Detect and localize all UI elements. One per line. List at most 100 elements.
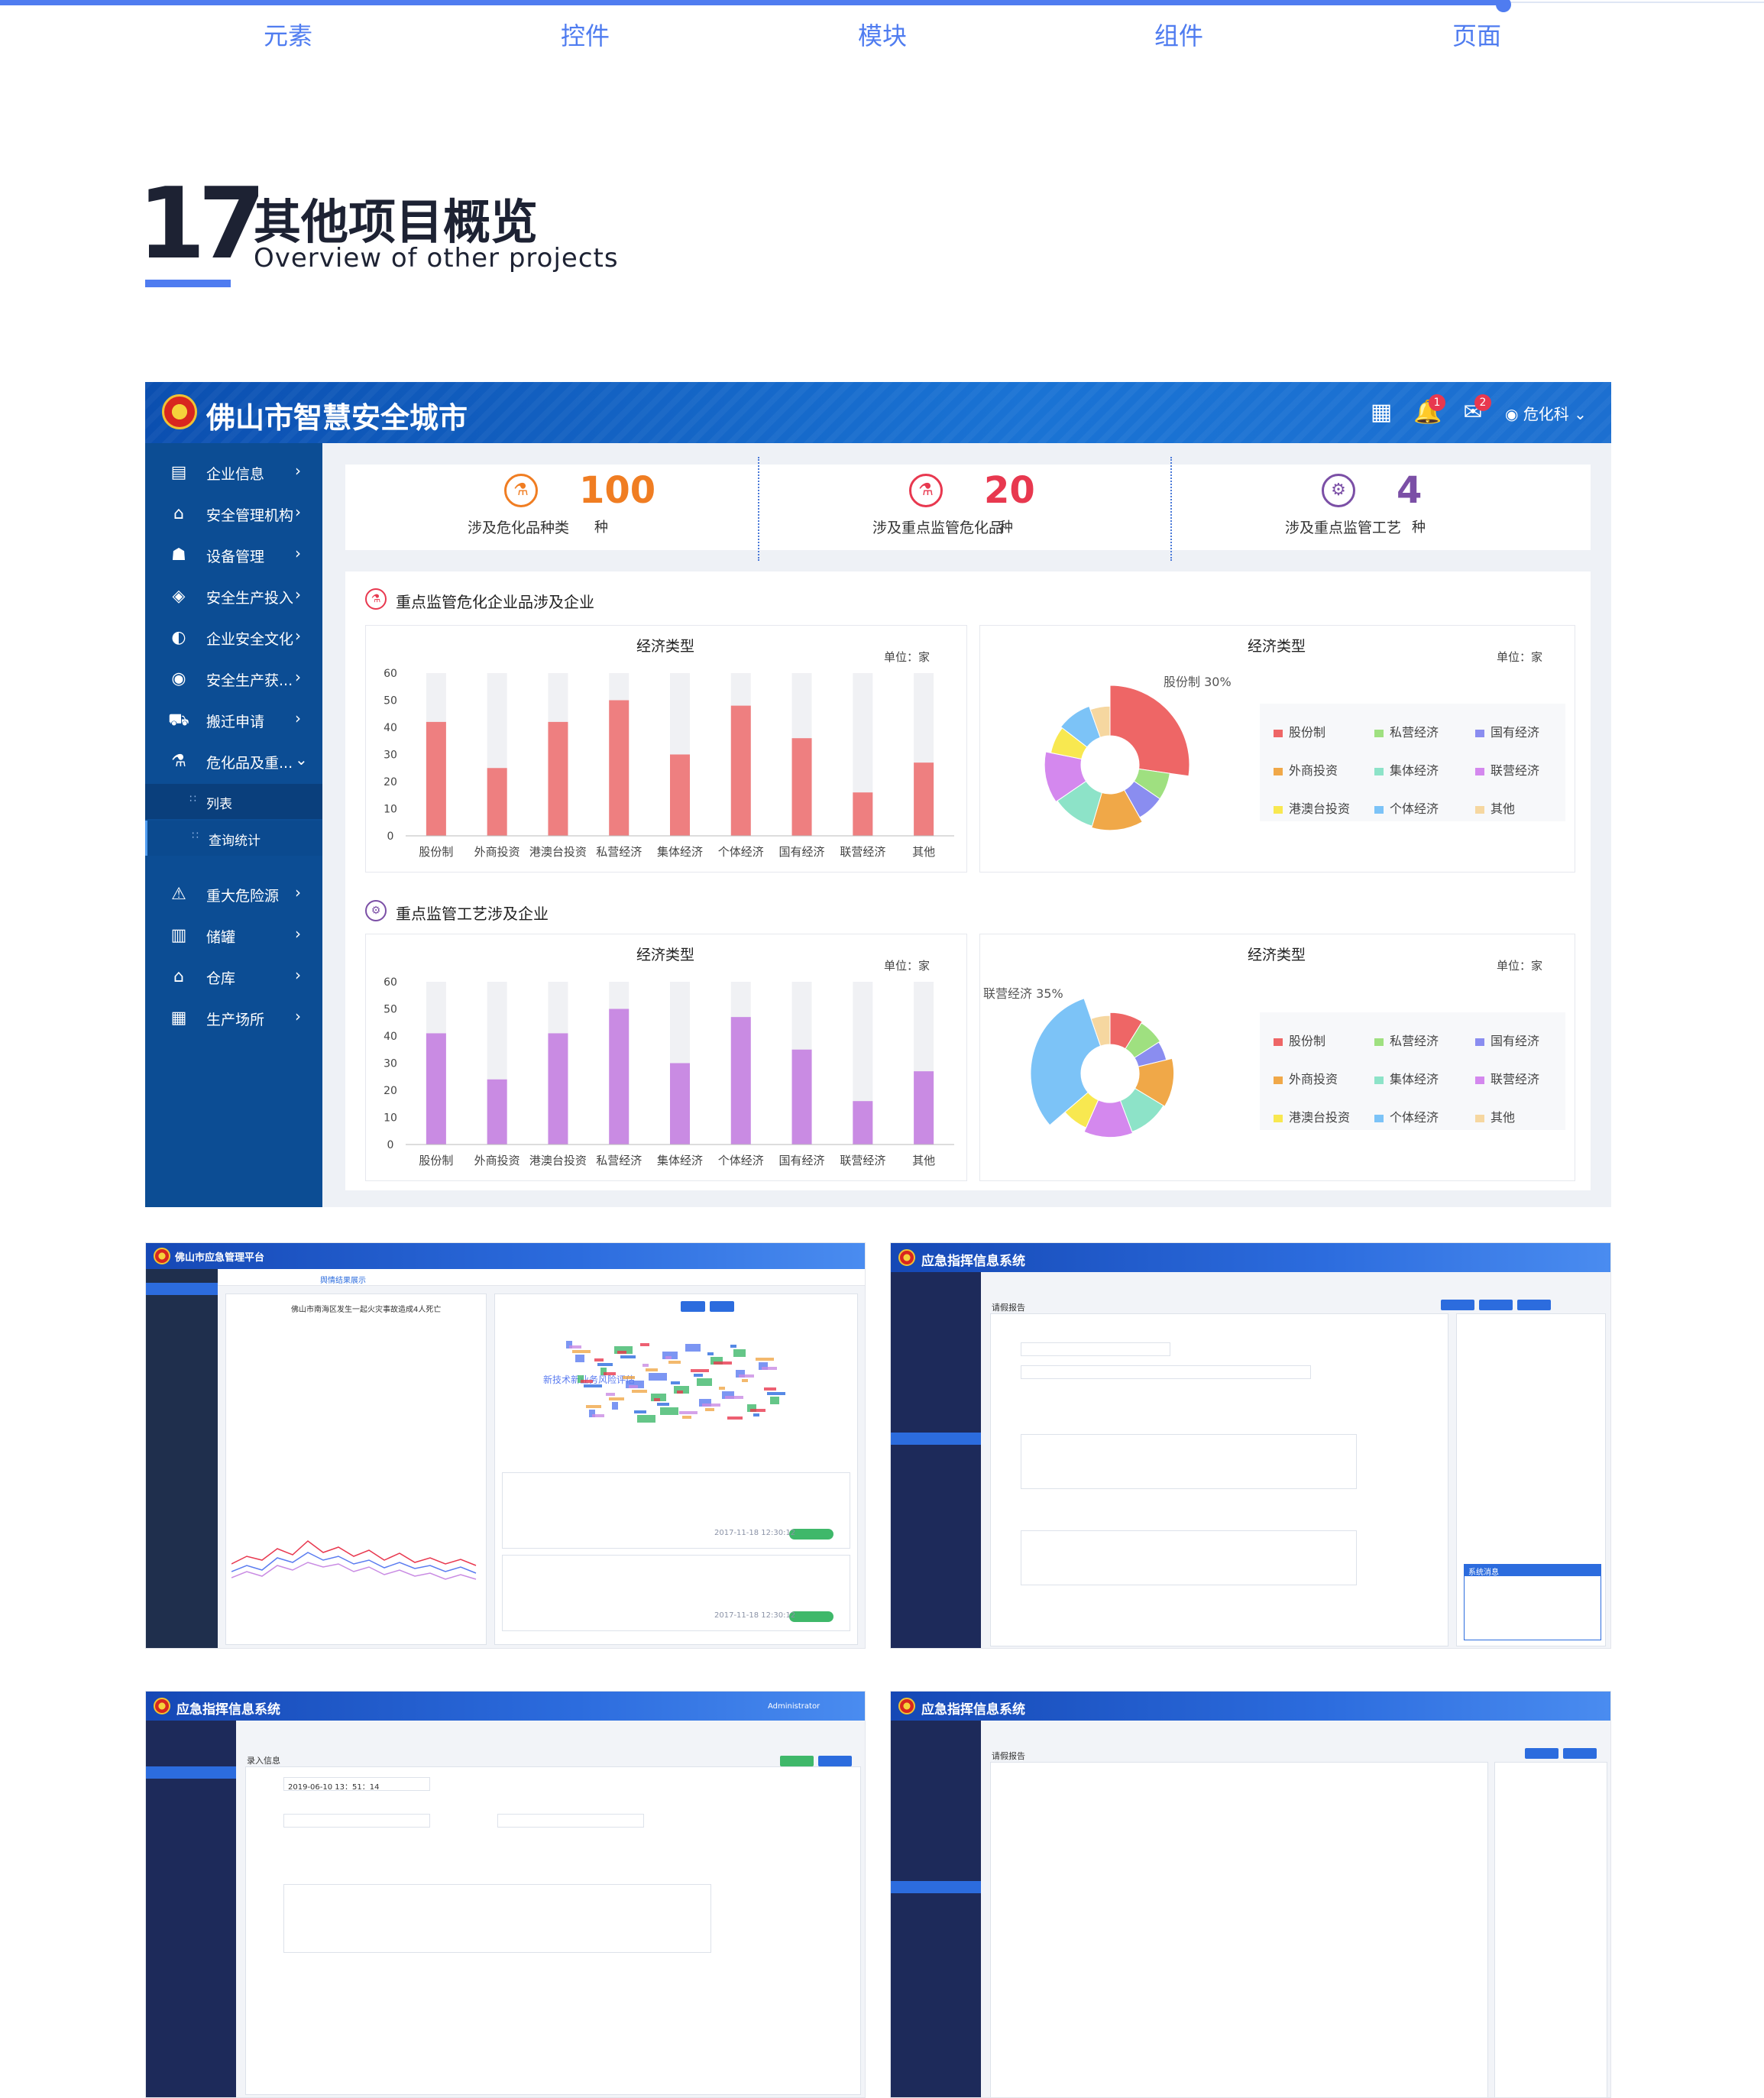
sidebar-item[interactable]: ▥ 储罐 › (145, 915, 322, 957)
bar[interactable] (853, 1101, 873, 1145)
sidebar-item[interactable]: ⚗ 危化品及重... ⌄ (145, 741, 322, 782)
sidebar-item-label: 安全生产投入 (206, 590, 294, 607)
sidebar-subitem[interactable]: ∷ 列表 (145, 784, 322, 819)
sidebar-item[interactable]: ◐ 企业安全文化 › (145, 617, 322, 659)
legend-swatch (1374, 1076, 1384, 1084)
sidebar-item[interactable]: ⌂ 仓库 › (145, 957, 322, 998)
bar[interactable] (791, 1049, 812, 1145)
chart-title: 经济类型 (1248, 638, 1306, 655)
legend-item[interactable]: 个体经济 (1374, 1107, 1439, 1125)
input[interactable] (497, 1814, 644, 1828)
bar[interactable] (487, 1079, 507, 1145)
legend-item[interactable]: 国有经济 (1475, 1031, 1539, 1049)
word-token (657, 1403, 669, 1406)
bar[interactable] (548, 1033, 568, 1145)
legend-item[interactable]: 联营经济 (1475, 1069, 1539, 1087)
word-token (578, 1375, 584, 1383)
user-menu[interactable]: ◉ 危化科 ⌄ (1505, 402, 1587, 424)
legend-item[interactable]: 集体经济 (1374, 1069, 1439, 1087)
sidebar-item[interactable]: ◈ 安全生产投入 › (145, 576, 322, 617)
nav-modules[interactable]: 模块 (857, 21, 907, 50)
sidebar-subitem-label: 列表 (206, 797, 232, 812)
legend-item[interactable]: 私营经济 (1374, 722, 1439, 740)
legend-item[interactable]: 港澳台投资 (1274, 798, 1350, 817)
bar[interactable] (609, 1009, 630, 1145)
legend-item[interactable]: 股份制 (1274, 722, 1325, 740)
bar[interactable] (609, 700, 630, 837)
generate-button[interactable] (780, 1756, 814, 1766)
legend-item[interactable]: 港澳台投资 (1274, 1107, 1350, 1125)
bar[interactable] (426, 1033, 446, 1145)
textarea[interactable] (283, 1884, 711, 1953)
legend-item[interactable]: 股份制 (1274, 1031, 1325, 1049)
date-input[interactable] (283, 1777, 430, 1791)
save-button[interactable] (818, 1756, 852, 1766)
notification-badge: 1 (1429, 394, 1445, 411)
bar[interactable] (670, 1063, 690, 1145)
legend-swatch (1374, 767, 1384, 775)
legend-item[interactable]: 其他 (1475, 798, 1515, 817)
pie-slice[interactable] (1044, 751, 1087, 803)
nav-components[interactable]: 组件 (1154, 21, 1203, 50)
pie-slice[interactable] (1109, 685, 1190, 777)
pie-slice[interactable] (1083, 1099, 1134, 1138)
textarea[interactable] (1021, 1434, 1357, 1489)
word-token (742, 1379, 748, 1382)
bar[interactable] (791, 738, 812, 836)
legend-item[interactable]: 私营经济 (1374, 1031, 1439, 1049)
legend-item[interactable]: 外商投资 (1274, 1069, 1338, 1087)
sidebar-item[interactable]: ◉ 安全生产获... › (145, 659, 322, 700)
word-token (710, 1357, 723, 1365)
bar[interactable] (487, 768, 507, 836)
input[interactable] (1021, 1365, 1311, 1379)
sidebar-subitem[interactable]: ∷ 查询统计 (145, 821, 322, 856)
upload-button[interactable] (1563, 1748, 1597, 1759)
ok-button[interactable] (681, 1301, 705, 1312)
nav-controls[interactable]: 控件 (560, 21, 610, 50)
bar[interactable] (853, 792, 873, 836)
input[interactable] (1021, 1342, 1170, 1356)
bar[interactable] (548, 721, 568, 836)
sidebar-item[interactable]: ⌂ 安全管理机构 › (145, 494, 322, 535)
thumb-user[interactable]: Administrator (768, 1702, 821, 1711)
upload-button[interactable] (1517, 1300, 1551, 1310)
textarea[interactable] (1021, 1530, 1357, 1585)
sidebar-item[interactable]: ⛟ 搬迁申请 › (145, 700, 322, 741)
bar[interactable] (730, 705, 751, 836)
bar[interactable] (426, 721, 446, 836)
cancel-button[interactable] (710, 1301, 734, 1312)
bar[interactable] (730, 1017, 751, 1145)
edit-button[interactable] (1525, 1748, 1558, 1759)
sidebar-item[interactable]: ▦ 生产场所 › (145, 998, 322, 1039)
bar[interactable] (914, 762, 934, 836)
bar[interactable] (670, 754, 690, 837)
apps-grid-icon[interactable]: ▦ (1370, 399, 1393, 426)
legend-item[interactable]: 集体经济 (1374, 760, 1439, 779)
edit-button[interactable] (1479, 1300, 1513, 1310)
pie-slice[interactable] (1089, 705, 1111, 738)
chevron-right-icon: › (295, 503, 301, 521)
legend-label: 其他 (1490, 1110, 1516, 1125)
word-token (722, 1391, 734, 1399)
sidebar-item[interactable]: ▤ 企业信息 › (145, 452, 322, 494)
pie-slice[interactable] (1060, 705, 1101, 748)
relevance-badge (789, 1611, 833, 1622)
legend-item[interactable]: 外商投资 (1274, 760, 1338, 779)
nav-pages[interactable]: 页面 (1452, 21, 1501, 50)
tab-active[interactable]: 舆情结果展示 (320, 1277, 366, 1285)
pie-slice[interactable] (1090, 1015, 1111, 1047)
legend-item[interactable]: 联营经济 (1475, 760, 1539, 779)
save-button[interactable] (1441, 1300, 1474, 1310)
pie-slice[interactable] (1134, 1057, 1175, 1107)
sidebar-item[interactable]: ⚠ 重大危险源 › (145, 874, 322, 915)
legend-item[interactable]: 国有经济 (1475, 722, 1539, 740)
pie-slice[interactable] (1091, 789, 1143, 831)
sidebar-item[interactable]: ☗ 设备管理 › (145, 535, 322, 576)
nav-elements[interactable]: 元素 (263, 21, 312, 50)
bar[interactable] (914, 1071, 934, 1145)
legend-item[interactable]: 个体经济 (1374, 798, 1439, 817)
input[interactable] (283, 1814, 430, 1828)
stat-icon: ⚗ (504, 474, 538, 507)
legend-item[interactable]: 其他 (1475, 1107, 1515, 1125)
pie-slice[interactable] (1030, 998, 1102, 1126)
